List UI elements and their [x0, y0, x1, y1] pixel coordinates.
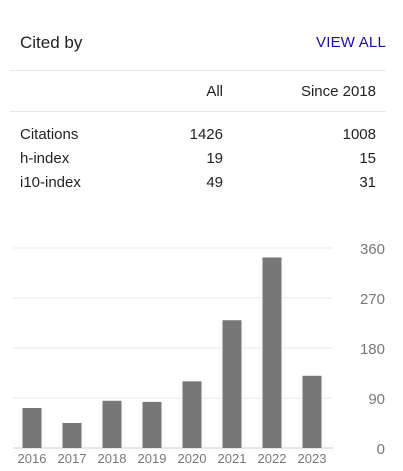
citations-per-year-chart: 0 90 180 270 360 2016 2017 2018 2019 2020 2021 2022…	[13, 241, 385, 466]
x-tick-label: 2022	[258, 451, 287, 466]
y-tick-label: 90	[368, 391, 385, 408]
view-all-link[interactable]: VIEW ALL	[316, 34, 386, 51]
table-row-i10-index: i10-index 49 31	[10, 171, 386, 195]
row-value-all: 1426	[189, 126, 223, 143]
bar-2023[interactable]	[302, 375, 322, 448]
row-value-all: 19	[206, 150, 223, 167]
x-tick-label: 2023	[298, 451, 327, 466]
x-tick-label: 2020	[178, 451, 207, 466]
y-tick-label: 360	[360, 241, 385, 258]
table-row-citations: Citations 1426 1008	[10, 123, 386, 147]
row-label: Citations	[20, 126, 79, 143]
bar-2020[interactable]	[182, 381, 202, 448]
bar-2017[interactable]	[62, 423, 82, 448]
table-header-row: All Since 2018	[10, 71, 386, 112]
bar-2016[interactable]	[22, 408, 42, 448]
row-value-since: 15	[359, 150, 376, 167]
column-header-since-2018: Since 2018	[300, 83, 376, 100]
cited-by-header: Cited by VIEW ALL	[10, 0, 386, 71]
section-title: Cited by	[20, 33, 83, 52]
x-tick-label: 2017	[58, 451, 87, 466]
row-value-since: 31	[359, 174, 376, 191]
bar-2022[interactable]	[262, 257, 282, 448]
bar-2018[interactable]	[102, 400, 122, 448]
column-header-all: All	[206, 83, 223, 100]
x-tick-label: 2016	[18, 451, 47, 466]
row-label: i10-index	[20, 174, 81, 191]
bar-2021[interactable]	[222, 320, 242, 448]
y-tick-label: 270	[360, 291, 385, 308]
x-tick-label: 2019	[138, 451, 167, 466]
table-row-h-index: h-index 19 15	[10, 147, 386, 171]
y-tick-label: 0	[377, 441, 385, 458]
y-tick-label: 180	[360, 341, 385, 358]
row-value-all: 49	[206, 174, 223, 191]
bar-2019[interactable]	[142, 401, 162, 448]
citation-stats-table: All Since 2018 Citations 1426 1008 h-ind…	[10, 71, 386, 195]
row-label: h-index	[20, 150, 70, 167]
x-tick-label: 2018	[98, 451, 127, 466]
x-tick-label: 2021	[218, 451, 247, 466]
row-value-since: 1008	[342, 126, 376, 143]
